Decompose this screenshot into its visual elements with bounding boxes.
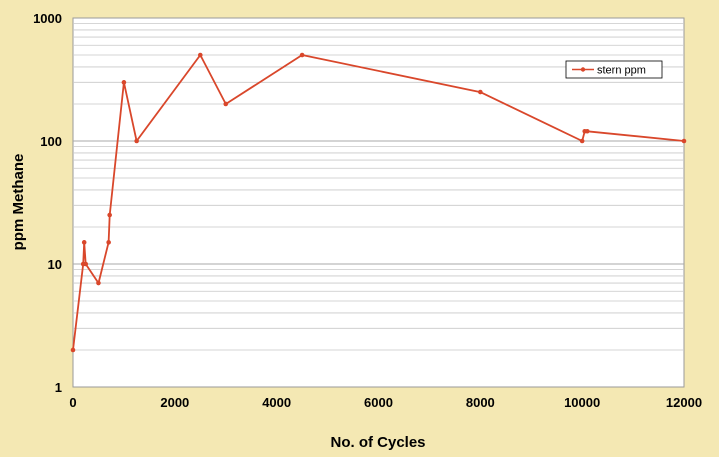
data-point — [71, 348, 76, 353]
data-point — [134, 139, 139, 144]
legend: stern ppm — [566, 61, 662, 78]
data-point — [83, 262, 88, 267]
y-tick-label: 1 — [55, 380, 62, 395]
x-tick-label: 10000 — [564, 395, 600, 410]
x-tick-labels: 0 2000 4000 6000 8000 10000 12000 — [69, 395, 702, 410]
x-axis-label: No. of Cycles — [330, 434, 425, 451]
data-point — [223, 102, 228, 107]
x-tick-label: 6000 — [364, 395, 393, 410]
legend-label: stern ppm — [597, 65, 646, 77]
x-tick-label: 12000 — [666, 395, 702, 410]
x-tick-label: 0 — [69, 395, 76, 410]
data-point — [478, 90, 483, 95]
y-tick-label: 10 — [48, 257, 62, 272]
data-point — [106, 240, 111, 245]
y-tick-label: 1000 — [33, 11, 62, 26]
data-point — [580, 139, 585, 144]
data-point — [82, 240, 87, 245]
y-axis-label: ppm Methane — [10, 154, 27, 251]
x-tick-label: 2000 — [160, 395, 189, 410]
x-tick-label: 8000 — [466, 395, 495, 410]
data-point — [96, 281, 101, 286]
legend-swatch-marker — [581, 67, 585, 71]
data-point — [107, 213, 112, 218]
data-point — [300, 53, 305, 58]
y-tick-label: 100 — [40, 134, 62, 149]
data-point — [198, 53, 203, 58]
data-point — [682, 139, 687, 144]
y-tick-labels: 1 10 100 1000 — [33, 11, 62, 395]
x-tick-label: 4000 — [262, 395, 291, 410]
data-point — [122, 80, 127, 85]
data-point — [585, 129, 590, 134]
